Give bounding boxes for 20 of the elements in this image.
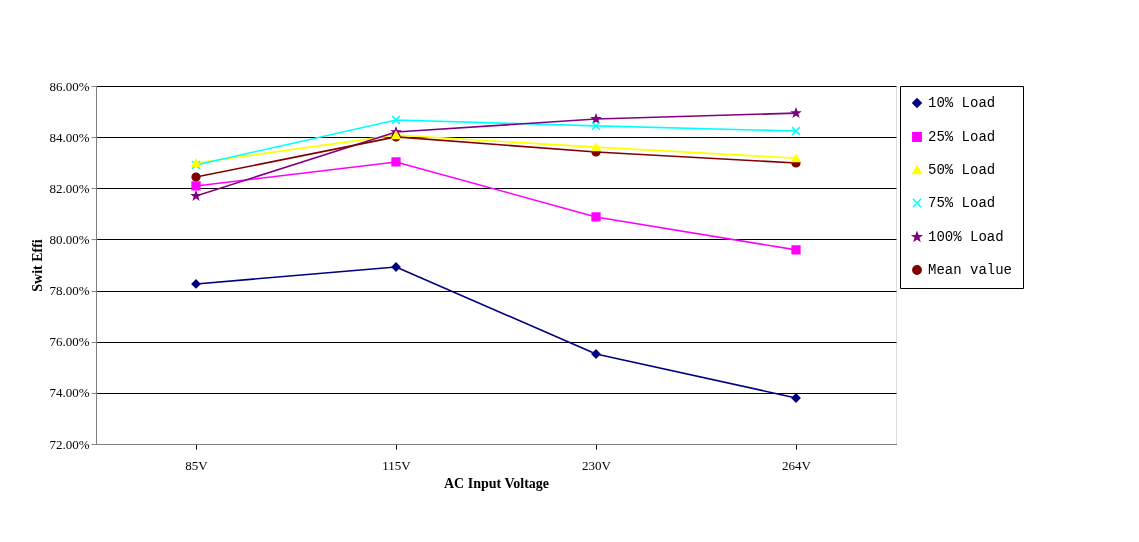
legend-label: 50% Load [928,162,996,178]
x-tick-label: 264V [782,457,812,473]
x-tick-label: 115V [382,457,412,473]
y-tick-label: 74.00% [49,385,90,401]
y-tick-label: 82.00% [49,180,90,196]
legend-label: Mean value [928,262,1013,278]
legend-label: 10% Load [928,95,996,111]
y-tick-label: 78.00% [49,283,90,299]
y-tick-label: 86.00% [49,78,90,94]
y-tick-label: 72.00% [49,436,90,452]
y-axis-title: Swit Effi [30,239,46,292]
x-tick-label: 230V [582,457,612,473]
x-axis-title: AC Input Voltage [443,475,550,491]
legend-label: 25% Load [928,129,996,145]
y-tick-label: 76.00% [49,334,90,350]
y-tick-label: 80.00% [49,231,90,247]
legend-label: 100% Load [928,229,1004,245]
x-tick-label: 85V [185,457,209,473]
y-tick-label: 84.00% [49,129,90,145]
legend-label: 75% Load [928,195,996,211]
